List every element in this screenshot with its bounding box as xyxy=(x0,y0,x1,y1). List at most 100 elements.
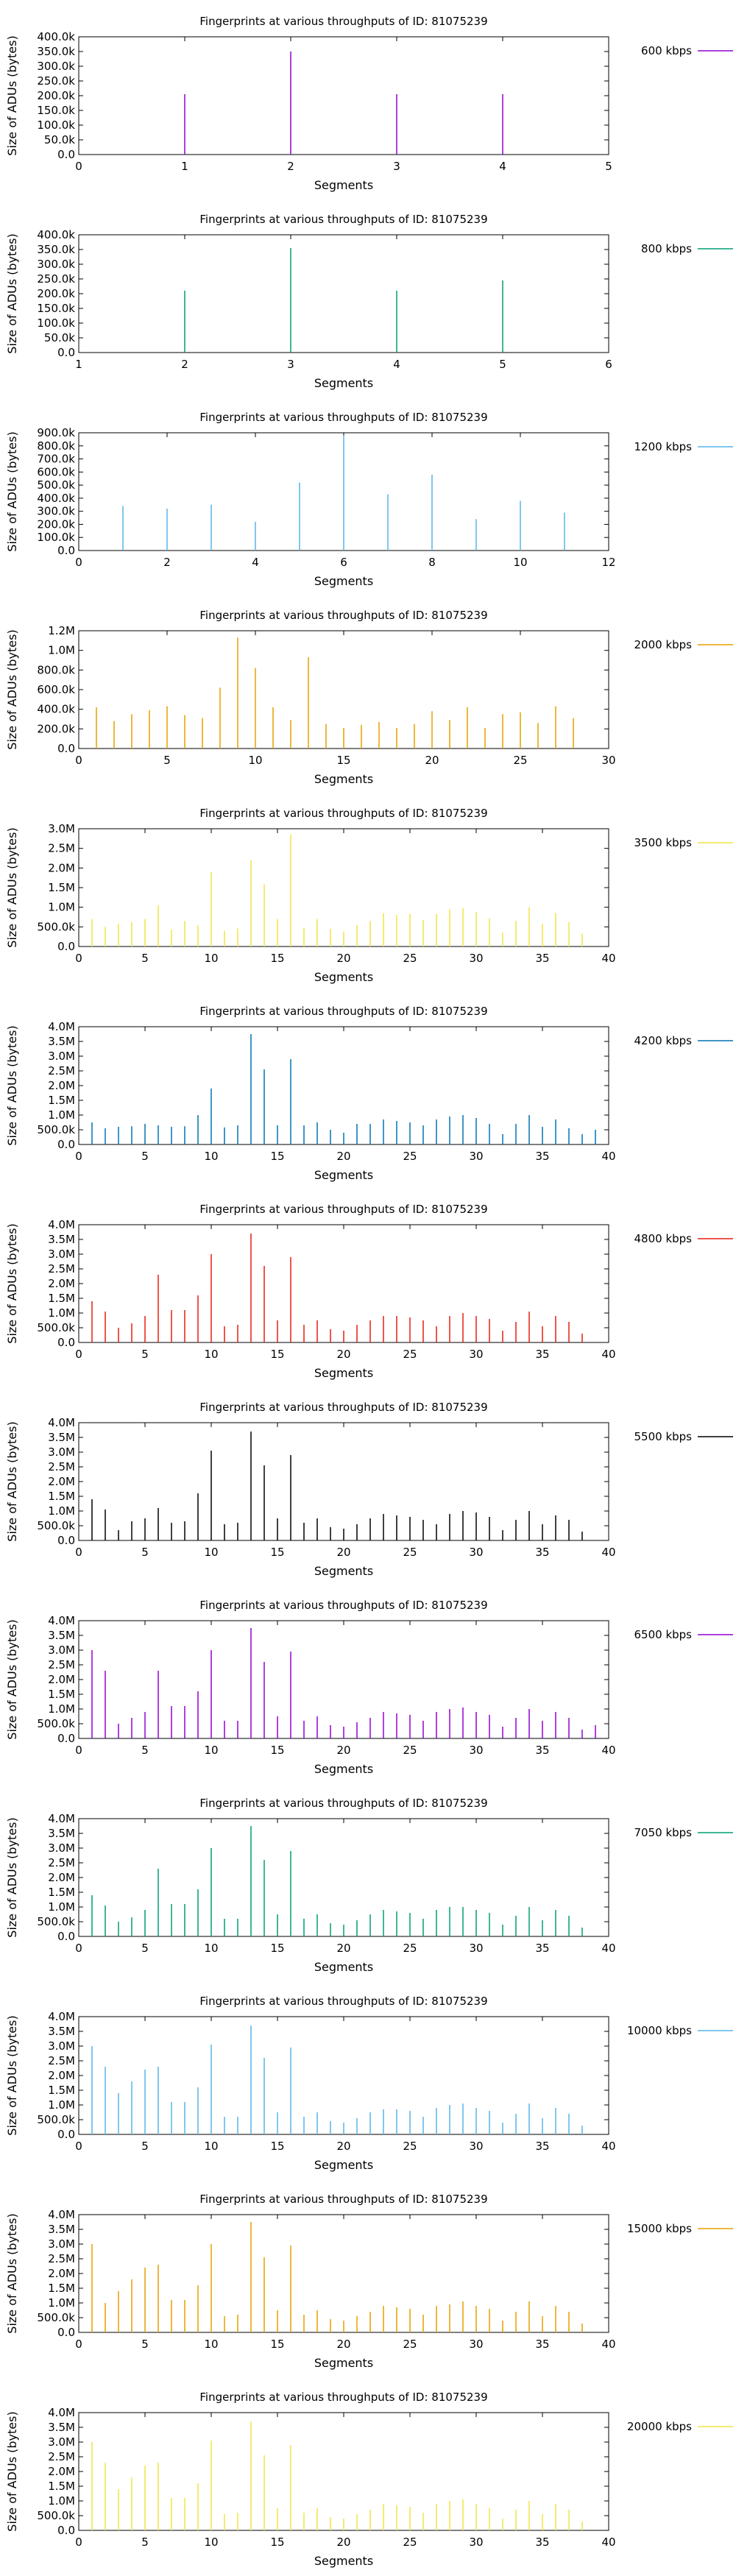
y-tick-label: 3.0M xyxy=(48,1841,75,1855)
x-tick-label: 5 xyxy=(141,1546,149,1559)
y-tick-label: 1.5M xyxy=(48,1886,75,1899)
x-tick-label: 30 xyxy=(469,1744,483,1757)
x-tick-label: 40 xyxy=(601,2338,615,2351)
y-tick-label: 4.0M xyxy=(48,1614,75,1627)
x-tick-label: 15 xyxy=(270,1744,284,1757)
chart-title: Fingerprints at various throughputs of I… xyxy=(199,2391,487,2404)
y-tick-label: 2.5M xyxy=(48,842,75,855)
x-tick-label: 1 xyxy=(181,160,188,173)
y-tick-label: 600.0k xyxy=(37,465,75,478)
y-tick-label: 500.0k xyxy=(37,2509,75,2522)
x-tick-label: 3 xyxy=(393,160,400,173)
x-tick-label: 2 xyxy=(163,556,171,569)
y-tick-label: 3.0M xyxy=(48,1050,75,1063)
y-tick-label: 1.0M xyxy=(48,901,75,914)
y-tick-label: 800.0k xyxy=(37,663,75,676)
y-tick-label: 3.0M xyxy=(48,2039,75,2053)
x-axis-label: Segments xyxy=(314,772,373,786)
x-tick-label: 2 xyxy=(181,358,188,371)
y-tick-label: 500.0k xyxy=(37,1915,75,1928)
y-axis-label: Size of ADUs (bytes) xyxy=(5,233,19,353)
y-tick-label: 1.0M xyxy=(48,2296,75,2310)
x-tick-label: 20 xyxy=(336,1150,350,1163)
chart-title: Fingerprints at various throughputs of I… xyxy=(199,1401,487,1414)
legend-label: 3500 kbps xyxy=(634,836,693,849)
x-tick-label: 5 xyxy=(141,1942,149,1955)
y-axis-label: Size of ADUs (bytes) xyxy=(5,1025,19,1145)
x-tick-label: 3 xyxy=(287,358,294,371)
x-axis-label: Segments xyxy=(314,1960,373,1974)
y-tick-label: 1.0M xyxy=(48,1504,75,1518)
x-tick-label: 35 xyxy=(535,952,549,965)
x-tick-label: 15 xyxy=(270,1546,284,1559)
y-tick-label: 300.0k xyxy=(37,60,75,73)
y-tick-label: 0.0 xyxy=(57,1336,75,1349)
x-tick-label: 30 xyxy=(469,2338,483,2351)
y-tick-label: 250.0k xyxy=(37,74,75,88)
x-tick-label: 0 xyxy=(75,1942,82,1955)
y-tick-label: 0.0 xyxy=(57,742,75,755)
y-tick-label: 500.0k xyxy=(37,1519,75,1532)
x-tick-label: 15 xyxy=(270,2338,284,2351)
x-tick-label: 15 xyxy=(270,952,284,965)
x-tick-label: 20 xyxy=(336,1546,350,1559)
x-tick-label: 0 xyxy=(75,1348,82,1361)
legend-label: 600 kbps xyxy=(641,44,692,57)
y-tick-label: 2.0M xyxy=(48,1475,75,1488)
y-tick-label: 3.0M xyxy=(48,1446,75,1459)
x-tick-label: 30 xyxy=(469,1546,483,1559)
x-tick-label: 30 xyxy=(469,1150,483,1163)
x-axis-label: Segments xyxy=(314,376,373,390)
chart-panel-13: Fingerprints at various throughputs of I… xyxy=(5,2391,733,2568)
y-tick-label: 500.0k xyxy=(37,2311,75,2324)
y-tick-label: 500.0k xyxy=(37,1321,75,1334)
x-tick-label: 5 xyxy=(141,1150,149,1163)
x-tick-label: 40 xyxy=(601,1348,615,1361)
x-tick-label: 0 xyxy=(75,1546,82,1559)
chart-title: Fingerprints at various throughputs of I… xyxy=(199,213,487,226)
y-tick-label: 350.0k xyxy=(37,45,75,58)
y-tick-label: 4.0M xyxy=(48,1812,75,1825)
x-axis-label: Segments xyxy=(314,2356,373,2370)
legend-label: 6500 kbps xyxy=(634,1628,693,1641)
x-tick-label: 20 xyxy=(336,2338,350,2351)
y-tick-label: 50.0k xyxy=(44,331,75,344)
y-axis-label: Size of ADUs (bytes) xyxy=(5,1619,19,1739)
x-tick-label: 30 xyxy=(469,2536,483,2549)
y-tick-label: 3.5M xyxy=(48,1629,75,1642)
x-tick-label: 10 xyxy=(204,1744,218,1757)
y-tick-label: 2.5M xyxy=(48,1262,75,1275)
y-tick-label: 100.0k xyxy=(37,531,75,544)
x-tick-label: 25 xyxy=(513,754,527,767)
chart-title: Fingerprints at various throughputs of I… xyxy=(199,609,487,622)
legend-label: 2000 kbps xyxy=(634,638,693,651)
y-tick-label: 100.0k xyxy=(37,118,75,132)
x-tick-label: 10 xyxy=(513,556,527,569)
x-axis-label: Segments xyxy=(314,1366,373,1380)
x-tick-label: 20 xyxy=(425,754,439,767)
chart-panel-8: Fingerprints at various throughputs of I… xyxy=(5,1401,733,1578)
chart-panel-6: Fingerprints at various throughputs of I… xyxy=(5,1005,733,1182)
x-axis-label: Segments xyxy=(314,1762,373,1776)
x-tick-label: 10 xyxy=(204,2536,218,2549)
y-axis-label: Size of ADUs (bytes) xyxy=(5,1421,19,1541)
y-tick-label: 0.0 xyxy=(57,940,75,953)
legend-label: 10000 kbps xyxy=(627,2024,692,2037)
x-tick-label: 6 xyxy=(340,556,347,569)
y-tick-label: 3.5M xyxy=(48,2223,75,2236)
y-tick-label: 3.0M xyxy=(48,1248,75,1261)
x-tick-label: 35 xyxy=(535,2338,549,2351)
y-tick-label: 800.0k xyxy=(37,439,75,453)
legend-label: 15000 kbps xyxy=(627,2222,692,2235)
y-tick-label: 2.0M xyxy=(48,2267,75,2280)
y-tick-label: 2.0M xyxy=(48,2069,75,2082)
x-tick-label: 5 xyxy=(141,1744,149,1757)
chart-title: Fingerprints at various throughputs of I… xyxy=(199,1599,487,1612)
y-tick-label: 1.0M xyxy=(48,644,75,657)
x-tick-label: 20 xyxy=(336,1744,350,1757)
chart-panel-2: Fingerprints at various throughputs of I… xyxy=(5,213,733,390)
chart-title: Fingerprints at various throughputs of I… xyxy=(199,411,487,424)
y-tick-label: 4.0M xyxy=(48,2010,75,2023)
y-axis-label: Size of ADUs (bytes) xyxy=(5,35,19,155)
legend-label: 800 kbps xyxy=(641,242,692,255)
